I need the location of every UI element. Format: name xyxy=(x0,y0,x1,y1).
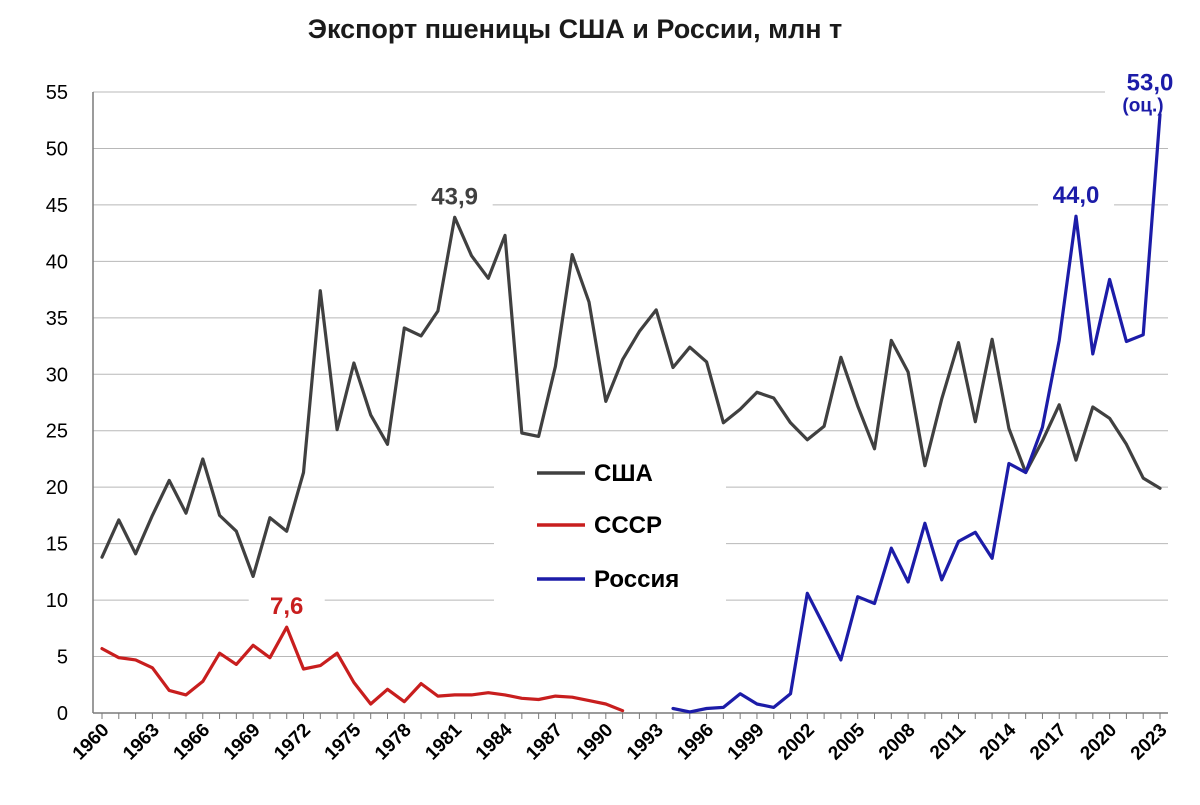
x-tick-label: 2014 xyxy=(976,719,1021,764)
y-tick-label: 30 xyxy=(46,364,68,386)
annotation-value: 44,0 xyxy=(1053,182,1100,209)
y-tick-label: 25 xyxy=(46,421,68,443)
x-tick-label: 2023 xyxy=(1127,720,1172,765)
x-tick-label: 1987 xyxy=(522,720,567,765)
series-line-Россия xyxy=(671,112,1162,714)
annotation-background xyxy=(416,183,493,210)
x-tick-label: 1963 xyxy=(119,720,164,765)
x-tick-label: 1990 xyxy=(573,720,618,765)
x-tick-label: 1975 xyxy=(321,719,366,764)
legend-background xyxy=(494,445,726,620)
x-tick-label: 1972 xyxy=(270,720,315,765)
y-tick-label: 55 xyxy=(46,82,68,104)
x-tick-label: 2008 xyxy=(875,720,920,765)
y-tick-label: 0 xyxy=(57,703,68,725)
legend-label-Россия: Россия xyxy=(594,566,679,593)
x-tick-label: 1960 xyxy=(69,720,114,765)
annotation-value: 53,0 xyxy=(1127,70,1174,97)
x-tick-label: 1984 xyxy=(472,719,517,764)
y-tick-label: 40 xyxy=(46,251,68,273)
x-tick-label: 1966 xyxy=(170,720,215,765)
annotation-background xyxy=(1105,62,1177,109)
annotation-background xyxy=(1038,182,1115,209)
y-tick-label: 10 xyxy=(46,590,68,612)
x-tick-label: 2020 xyxy=(1076,720,1121,765)
annotation-value: 43,9 xyxy=(431,183,478,210)
y-tick-label: 50 xyxy=(46,138,68,160)
x-tick-label: 1996 xyxy=(673,720,718,765)
x-tick-label: 1969 xyxy=(220,720,265,765)
series-line-СССР xyxy=(100,625,625,713)
x-tick-label: 1993 xyxy=(623,720,668,765)
annotation-value: 7,6 xyxy=(270,593,303,620)
y-tick-label: 5 xyxy=(57,647,68,669)
annotation-subtext: (оц.) xyxy=(1122,96,1163,117)
x-tick-label: 2011 xyxy=(926,719,970,763)
chart-title: Экспорт пшеницы США и России, млн т xyxy=(307,14,843,44)
legend-label-США: США xyxy=(594,460,653,487)
y-tick-label: 45 xyxy=(46,195,68,217)
x-tick-label: 2005 xyxy=(825,719,870,764)
x-tick-label: 2017 xyxy=(1026,720,1071,765)
legend-label-СССР: СССР xyxy=(594,512,662,539)
x-tick-label: 1978 xyxy=(371,720,416,765)
y-tick-label: 35 xyxy=(46,308,68,330)
series-line-США xyxy=(100,215,1162,579)
x-tick-label: 2002 xyxy=(774,720,819,765)
y-tick-label: 15 xyxy=(46,534,68,556)
annotation-background xyxy=(248,593,325,620)
x-tick-label: 1999 xyxy=(724,720,769,765)
x-tick-label: 1981 xyxy=(421,719,466,764)
y-tick-label: 20 xyxy=(46,477,68,499)
